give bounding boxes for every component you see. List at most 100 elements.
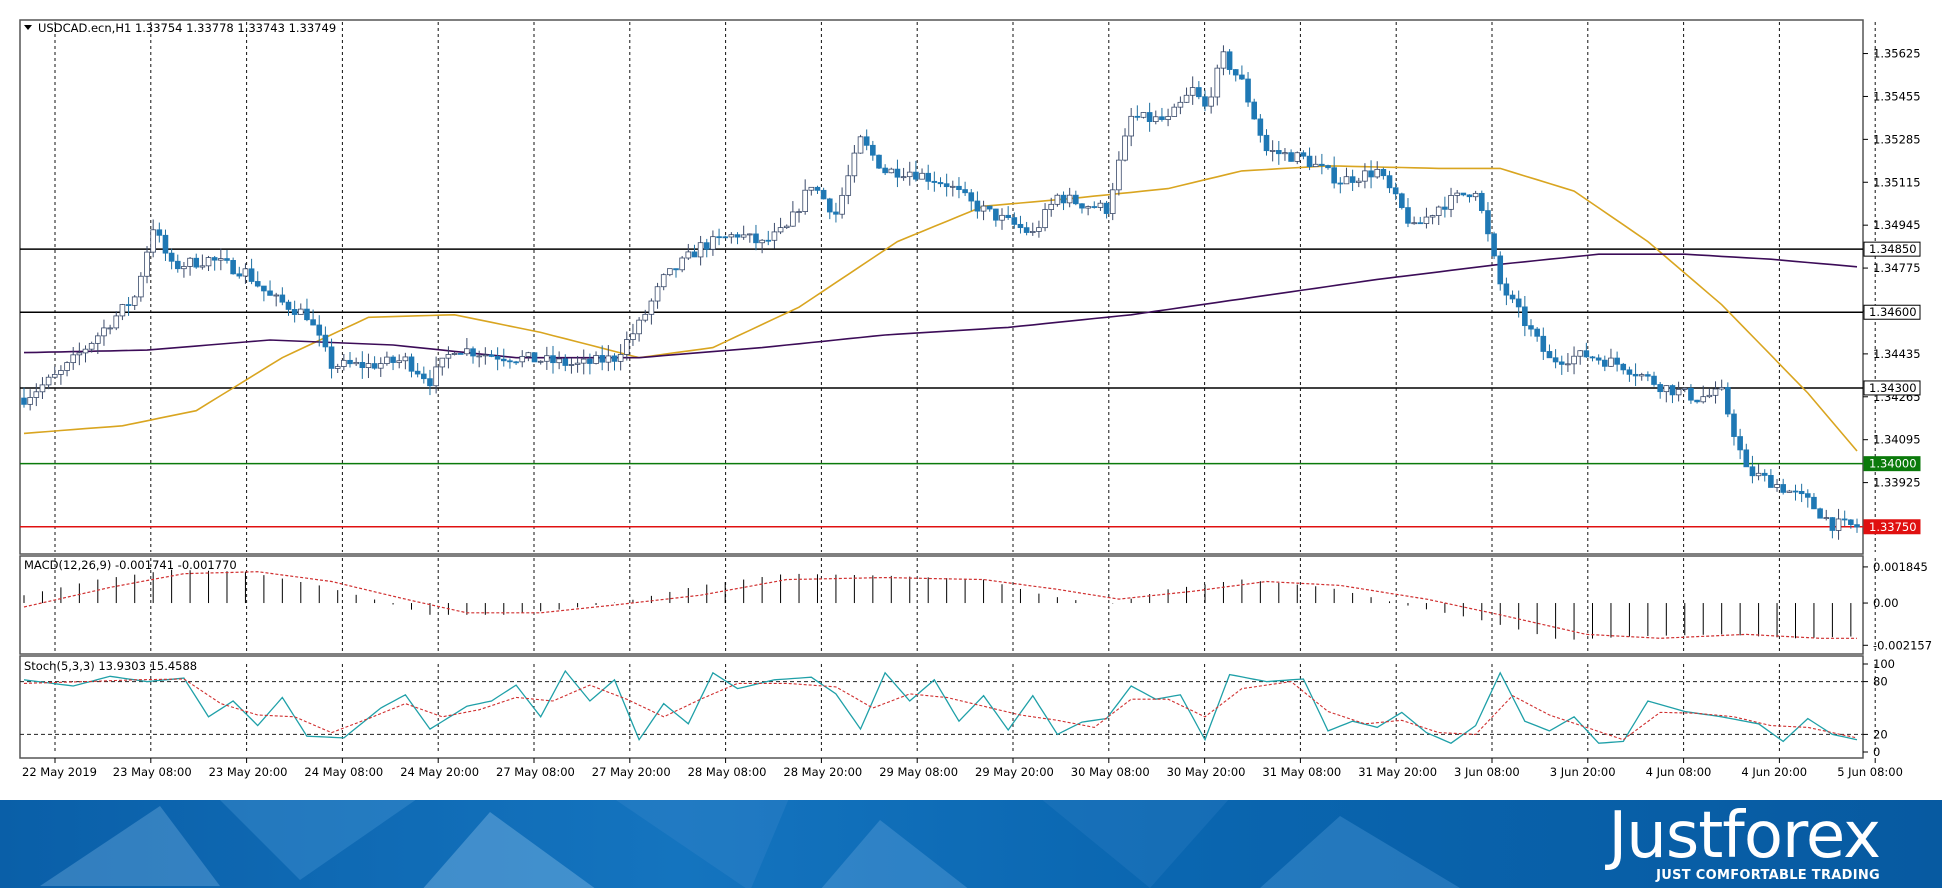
candle-body xyxy=(1245,78,1251,103)
decorative-facet xyxy=(420,812,600,888)
candle-body xyxy=(796,211,802,213)
candle-body xyxy=(1645,374,1651,377)
candle-body xyxy=(224,258,230,261)
candle-body xyxy=(1854,524,1860,528)
candle-body xyxy=(113,315,120,329)
candle-body xyxy=(45,376,52,386)
time-tick-label: 27 May 20:00 xyxy=(592,765,671,779)
candle-body xyxy=(1073,194,1079,205)
candle-body xyxy=(1497,255,1504,285)
candle-body xyxy=(623,339,630,355)
brand-logo-block[interactable]: Justforex JUST COMFORTABLE TRADING xyxy=(1608,802,1881,883)
candle-body xyxy=(1442,206,1448,210)
candle-body xyxy=(654,286,661,302)
moving-average-line xyxy=(23,253,1858,359)
candle-body xyxy=(1251,101,1258,120)
price-tick-label: 1.35455 xyxy=(1873,89,1921,103)
candle-body xyxy=(1165,116,1171,120)
candle-body xyxy=(667,268,673,276)
candle-body xyxy=(464,348,470,355)
candle-body xyxy=(1632,373,1639,377)
candle-body xyxy=(1737,436,1743,451)
candle-body xyxy=(568,364,575,366)
candle-body xyxy=(254,281,261,287)
candle-body xyxy=(82,348,89,354)
stoch-signal-line xyxy=(23,678,1858,741)
candle-body xyxy=(1651,375,1657,385)
moving-averages xyxy=(23,165,1858,452)
candle-body xyxy=(230,260,236,275)
candle-body xyxy=(1589,356,1596,359)
time-tick-label: 28 May 08:00 xyxy=(688,765,767,779)
candle-body xyxy=(402,356,409,362)
candle-body xyxy=(205,257,212,267)
candle-body xyxy=(1232,69,1239,76)
candle-body xyxy=(1103,202,1110,214)
candle-body xyxy=(630,333,636,340)
time-tick-label: 3 Jun 20:00 xyxy=(1550,765,1616,779)
time-tick-label: 30 May 20:00 xyxy=(1167,765,1246,779)
candle-body xyxy=(64,362,70,371)
candle-body xyxy=(1466,194,1473,198)
candle-body xyxy=(1331,167,1337,184)
candle-body xyxy=(107,327,113,330)
candle-body xyxy=(310,319,316,326)
candle-body xyxy=(261,285,267,292)
candle-body xyxy=(574,362,581,365)
candle-body xyxy=(1399,193,1405,208)
candle-body xyxy=(291,309,298,315)
candle-body xyxy=(1792,490,1799,493)
candle-body xyxy=(814,186,821,191)
level-label-box xyxy=(1863,519,1921,535)
candle-body xyxy=(1454,192,1460,196)
candle-body xyxy=(445,354,452,359)
candle-body xyxy=(174,260,181,270)
candle-body xyxy=(519,356,526,363)
time-gridlines xyxy=(54,22,1876,752)
candle-body xyxy=(544,355,550,362)
candle-body xyxy=(193,257,200,268)
candle-body xyxy=(1312,163,1319,168)
candle-body xyxy=(1042,209,1048,229)
candle-body xyxy=(980,205,987,212)
candle-body xyxy=(1583,350,1590,358)
candle-body xyxy=(1116,159,1122,191)
candle-body xyxy=(1282,152,1288,155)
candle-body xyxy=(316,324,323,336)
candle-body xyxy=(1189,87,1196,96)
stoch-tick-label: 20 xyxy=(1873,727,1888,741)
candle-body xyxy=(347,359,353,365)
candle-body xyxy=(267,290,273,296)
candle-body xyxy=(1522,306,1528,327)
candle-body xyxy=(1485,210,1491,235)
candle-body xyxy=(845,175,852,196)
candle-body xyxy=(1319,163,1325,166)
chart-svg[interactable]: 1.35625 1.35455 1.35285 1.35115 1.34945 1.347… xyxy=(0,0,1942,800)
candle-body xyxy=(1300,152,1307,157)
candle-body xyxy=(1515,298,1522,308)
candle-body xyxy=(1528,325,1534,330)
candle-body xyxy=(1091,206,1098,208)
stoch-tick-label: 0 xyxy=(1873,745,1880,759)
candle-body xyxy=(70,354,77,364)
symbol-dropdown-icon[interactable] xyxy=(24,25,32,30)
candle-body xyxy=(808,186,815,191)
candle-body xyxy=(1848,519,1854,526)
candle-body xyxy=(279,294,286,303)
candle-body xyxy=(1054,194,1061,205)
candle-body xyxy=(722,236,729,239)
candle-body xyxy=(587,358,593,364)
macd-tick-label: 0.00 xyxy=(1873,596,1899,610)
candle-body xyxy=(101,327,107,337)
decorative-facet xyxy=(40,806,220,886)
candle-body xyxy=(1602,359,1608,367)
candle-body xyxy=(27,397,33,405)
candle-body xyxy=(1460,192,1467,196)
stoch-tick-label: 100 xyxy=(1873,657,1895,671)
candle-body xyxy=(937,182,944,185)
candle-body xyxy=(433,366,439,387)
candle-body xyxy=(1122,135,1128,161)
candle-body xyxy=(870,144,876,156)
candle-body xyxy=(950,185,956,188)
candlesticks xyxy=(21,45,1860,540)
